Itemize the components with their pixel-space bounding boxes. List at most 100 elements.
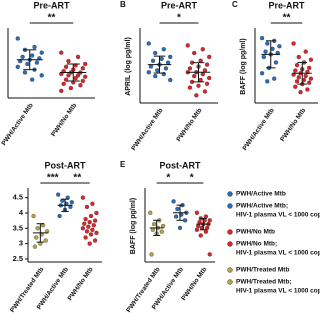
legend-label: PWH/Treated Mtb [236,267,289,274]
data-point [87,220,92,225]
data-point [61,81,66,86]
panel-label: C [232,0,238,9]
data-point [92,218,98,223]
y-axis-label: APRIL (log pg/ml) [125,37,132,96]
panel-title: Pre-ART [268,0,305,10]
data-point [25,61,30,67]
data-point [84,229,90,234]
x-tick-label: PWH/No Mtb [279,107,307,143]
significance-label: ** [283,13,291,24]
data-point [259,35,265,41]
data-point [308,76,314,81]
data-point [207,218,212,223]
data-point [307,80,312,85]
x-tick-label: PWH/No Mtb [67,266,95,302]
data-point [196,83,201,88]
data-point [90,201,95,206]
data-point [151,221,157,227]
legend-marker [227,203,233,209]
legend-marker [227,191,233,197]
data-point [296,54,301,60]
data-point [207,54,212,60]
data-point [29,53,35,58]
significance-label: *** [47,173,59,184]
x-tick-label: PWH/No Mtb [180,266,208,302]
data-point [34,235,39,240]
data-point [66,59,71,64]
data-point [185,43,190,48]
legend-label: HIV-1 plasma VL < 1000 copie [236,212,320,219]
data-point [84,204,90,210]
significance-label: ** [73,173,81,184]
data-point [273,60,279,65]
legend-label: PWH/Active Mtb; [236,203,288,210]
data-point [171,199,176,204]
data-point [149,252,154,257]
data-point [198,77,203,83]
data-point [296,75,301,80]
data-point [263,49,268,54]
data-point [155,68,160,73]
data-point [205,225,210,231]
data-point [80,66,85,71]
legend-label: PWH/Active Mtb [236,191,286,198]
data-point [83,235,88,240]
data-point [148,210,153,215]
data-point [80,78,85,84]
data-point [59,50,64,55]
data-point [294,79,300,84]
data-point [272,76,277,81]
data-point [75,73,81,78]
data-point [192,50,197,56]
data-point [75,54,81,60]
data-point [159,56,164,61]
data-point [88,232,94,237]
data-point [182,218,188,223]
data-point [194,93,199,98]
data-point [153,50,158,56]
data-point [194,210,200,215]
data-point [32,44,37,50]
data-point [94,210,99,216]
data-point [198,58,203,63]
data-point [159,229,164,234]
panel-label: B [120,0,126,9]
data-point [261,54,266,60]
data-point [293,68,298,73]
data-point [168,54,173,60]
data-point [175,206,180,212]
data-point [192,73,197,79]
panel-title: Pre-ART [33,0,70,10]
legend-label: PWH/Treated Mtb; [236,279,292,286]
legend-marker [227,279,233,285]
y-tick-label: 4 [19,208,24,217]
x-tick-label: PWH/Active Mtb [130,107,164,152]
data-point [146,70,151,75]
data-point [86,224,91,229]
legend-label: HIV-1 plasma VL < 1000 copie [236,250,320,257]
data-point [148,64,154,69]
data-point [165,60,171,65]
data-point [291,41,296,46]
data-point [303,49,308,54]
y-axis-label: BAFF (log pg/ml) [130,198,137,254]
legend-label: PWH/No Mtb [236,229,275,236]
x-tick-label: PWH/Active Mtb [241,107,275,152]
data-point [168,77,173,83]
data-point [298,90,303,95]
data-point [29,77,35,82]
data-point [308,57,314,62]
data-point [194,227,200,232]
data-point [63,64,69,69]
data-point [78,83,83,88]
data-point [39,73,44,78]
data-point [56,192,61,197]
data-point [83,74,88,79]
legend-marker [227,267,233,273]
data-point [303,73,308,79]
data-point [15,36,20,41]
data-point [153,73,158,79]
data-point [39,50,44,55]
significance-label: * [177,13,181,24]
data-point [187,85,193,90]
